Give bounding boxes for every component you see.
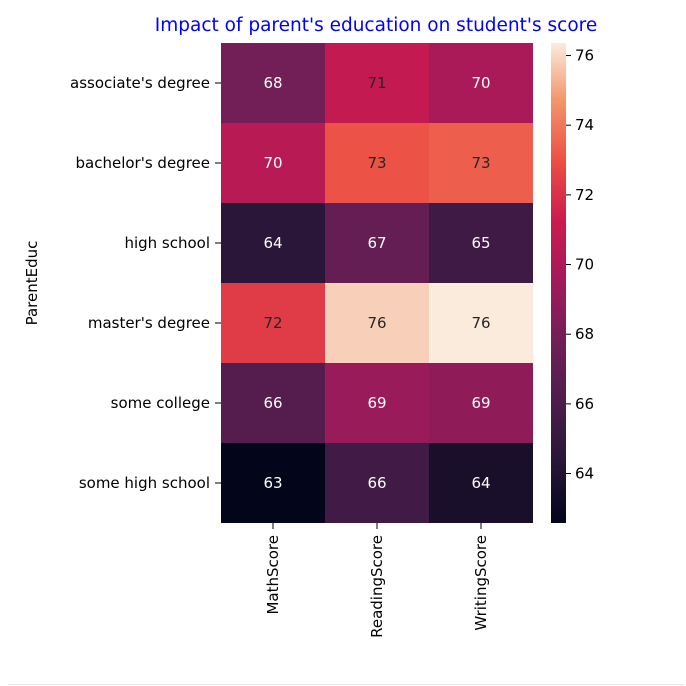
colorbar-gradient: [551, 43, 566, 523]
heatmap-cell: [429, 443, 533, 523]
y-tick-label: master's degree: [88, 314, 210, 332]
cell-annotation: 72: [263, 314, 282, 332]
cell-annotation: 66: [263, 394, 282, 412]
y-tick-labels: associate's degree bachelor's degree high …: [70, 74, 221, 492]
cell-annotation: 65: [471, 234, 490, 252]
heatmap-cell: [429, 363, 533, 443]
y-tick-label: some high school: [79, 474, 210, 492]
cell-annotation: 70: [263, 154, 282, 172]
heatmap-cell: [221, 443, 325, 523]
heatmap-cell: [325, 443, 429, 523]
colorbar-tick-label: 76: [575, 47, 594, 65]
y-tick-label: some college: [111, 394, 210, 412]
cell-annotation: 67: [367, 234, 386, 252]
heatmap-cell: [325, 203, 429, 283]
colorbar-tick-label: 68: [575, 325, 594, 343]
heatmap-cell: [221, 203, 325, 283]
heatmap-cell: [429, 203, 533, 283]
cell-annotation: 69: [471, 394, 490, 412]
x-tick-label: ReadingScore: [368, 535, 386, 638]
heatmap-cell: [429, 43, 533, 123]
cell-annotation: 68: [263, 74, 282, 92]
heatmap-cells: 68 71 70 70 73 73 64 67 65 72 76 76 66 69 69 63 66 64: [221, 43, 533, 523]
heatmap-cell: [221, 283, 325, 363]
colorbar: 64 66 68 70 72 74 76: [551, 43, 594, 523]
heatmap-cell: [429, 283, 533, 363]
heatmap-cell: [221, 363, 325, 443]
y-tick-label: high school: [124, 234, 210, 252]
y-axis-label: ParentEduc: [23, 241, 41, 326]
heatmap-cell: [221, 43, 325, 123]
x-tick-label: WritingScore: [472, 535, 490, 631]
cell-annotation: 66: [367, 474, 386, 492]
cell-annotation: 69: [367, 394, 386, 412]
cell-annotation: 76: [367, 314, 386, 332]
cell-annotation: 64: [263, 234, 282, 252]
colorbar-tick-label: 66: [575, 395, 594, 413]
heatmap-cell: [221, 123, 325, 203]
cell-annotation: 63: [263, 474, 282, 492]
heatmap-cell: [325, 43, 429, 123]
heatmap-cell: [325, 283, 429, 363]
cell-annotation: 73: [471, 154, 490, 172]
y-tick-label: associate's degree: [70, 74, 210, 92]
heatmap-cell: [325, 363, 429, 443]
cell-annotation: 70: [471, 74, 490, 92]
x-tick-labels: MathScore ReadingScore WritingScore: [264, 523, 490, 638]
colorbar-tick-label: 72: [575, 186, 594, 204]
heatmap-cell: [429, 123, 533, 203]
cell-annotation: 76: [471, 314, 490, 332]
bottom-divider: [8, 684, 684, 685]
heatmap-cell: [325, 123, 429, 203]
cell-annotation: 64: [471, 474, 490, 492]
cell-annotation: 73: [367, 154, 386, 172]
y-tick-label: bachelor's degree: [76, 154, 210, 172]
x-tick-label: MathScore: [264, 535, 282, 615]
colorbar-tick-label: 74: [575, 116, 594, 134]
cell-annotation: 71: [367, 74, 386, 92]
chart-title: Impact of parent's education on student'…: [155, 15, 597, 36]
colorbar-tick-label: 70: [575, 256, 594, 274]
colorbar-tick-label: 64: [575, 465, 594, 483]
